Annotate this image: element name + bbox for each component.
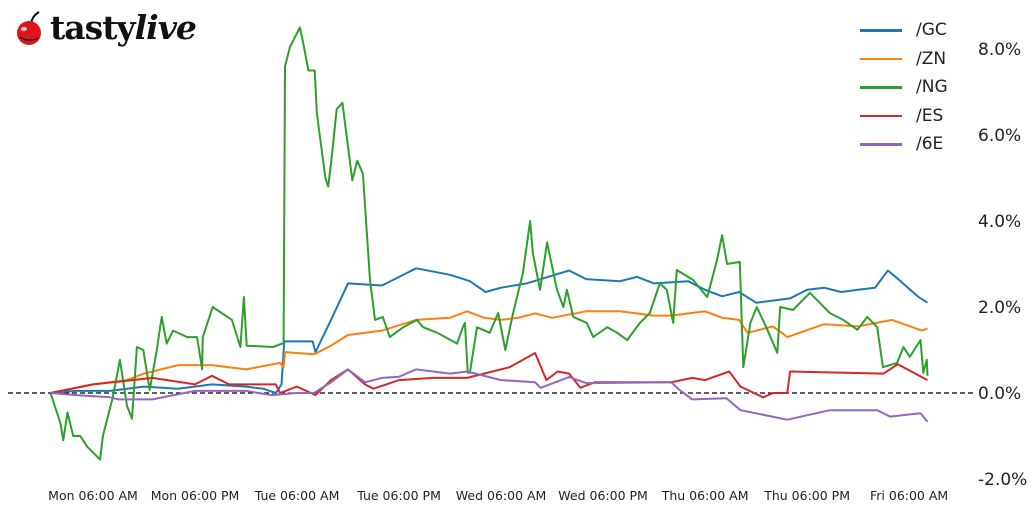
legend-item-6e: /6E [860, 130, 948, 159]
tastylive-logo: tastylive [14, 8, 197, 48]
series-line-ng [49, 26, 929, 461]
legend-label: /ZN [916, 48, 947, 69]
legend-item-es: /ES [860, 102, 948, 131]
y-tick-label: 6.0% [978, 126, 1021, 146]
series-line-zn [50, 310, 928, 394]
x-tick-label: Wed 06:00 AM [456, 488, 547, 503]
legend-label: /6E [916, 134, 944, 155]
y-tick-label: 2.0% [978, 298, 1021, 318]
x-tick-label: Tue 06:00 AM [254, 488, 340, 503]
x-tick-label: Mon 06:00 PM [151, 488, 240, 503]
series-line-gc [50, 267, 929, 394]
x-tick-label: Thu 06:00 AM [661, 488, 749, 503]
series-layer [49, 26, 929, 461]
legend-item-ng: /NG [860, 73, 948, 102]
logo-text-main: tasty [50, 8, 136, 47]
cherry-icon [17, 11, 41, 45]
y-tick-label: 4.0% [978, 212, 1021, 232]
legend-swatch [860, 143, 902, 146]
legend-label: /GC [916, 20, 947, 41]
legend-swatch [860, 57, 902, 60]
legend-label: /ES [916, 105, 944, 126]
x-axis: Mon 06:00 AM Mon 06:00 PM Tue 06:00 AM T… [48, 488, 948, 503]
x-tick-label: Mon 06:00 AM [48, 488, 138, 503]
y-tick-label: 0.0% [978, 384, 1021, 404]
y-tick-label: -2.0% [978, 470, 1027, 490]
logo-text-italic: live [134, 8, 197, 47]
y-tick-label: 8.0% [978, 40, 1021, 60]
logo-text: tastylive [50, 8, 197, 48]
legend-item-gc: /GC [860, 16, 948, 45]
x-tick-label: Fri 06:00 AM [870, 488, 948, 503]
legend-item-zn: /ZN [860, 45, 948, 74]
legend-swatch [860, 86, 902, 89]
legend-label: /NG [916, 77, 948, 98]
x-tick-label: Tue 06:00 PM [356, 488, 441, 503]
x-tick-label: Wed 06:00 PM [558, 488, 648, 503]
legend: /GC /ZN /NG /ES /6E [860, 16, 948, 159]
series-line-es [50, 352, 928, 399]
legend-swatch [860, 114, 902, 117]
legend-swatch [860, 29, 902, 32]
series-line-6e [50, 368, 929, 423]
y-axis: 8.0% 6.0% 4.0% 2.0% 0.0% -2.0% [978, 40, 1027, 490]
x-tick-label: Thu 06:00 PM [763, 488, 850, 503]
